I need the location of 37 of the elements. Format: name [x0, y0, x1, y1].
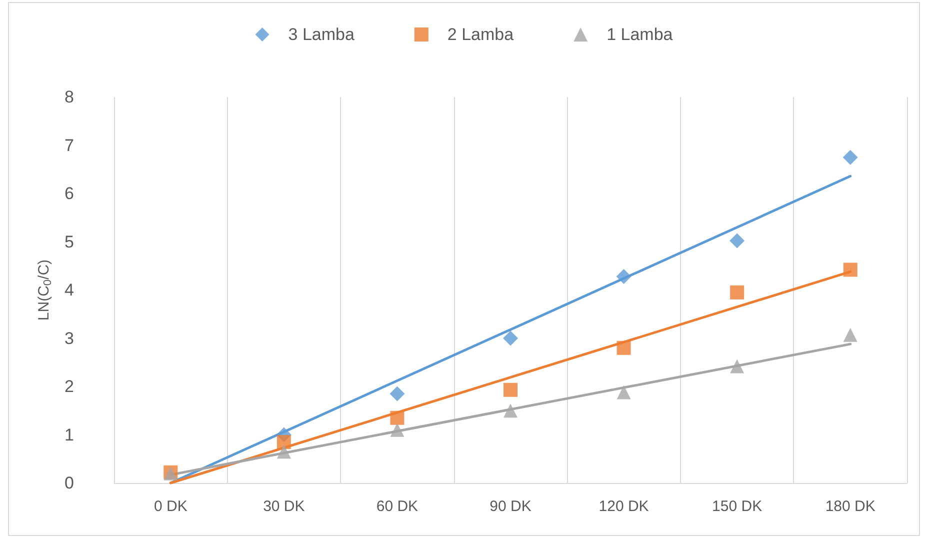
x-tick-label: 90 DK [490, 498, 532, 515]
point [843, 328, 858, 342]
x-tick-label: 180 DK [825, 498, 876, 515]
point [390, 410, 404, 425]
point [730, 359, 744, 374]
y-tick-label: 2 [64, 377, 74, 396]
y-tick-label: 5 [64, 232, 74, 252]
y-tick-label: 8 [64, 88, 74, 106]
y-tick-label: 3 [64, 328, 74, 348]
legend-label: 2 Lamba [447, 25, 514, 44]
point [730, 285, 744, 300]
x-tick-label: 120 DK [598, 498, 649, 515]
point [616, 385, 631, 400]
point [504, 404, 518, 418]
point [616, 340, 631, 355]
x-tick-label: 30 DK [263, 498, 305, 515]
point [504, 382, 518, 397]
point [503, 330, 518, 346]
y-axis-title: LN(C0/C) [36, 259, 54, 321]
x-tick-label: 0 DK [154, 498, 188, 515]
legend-label: 3 Lamba [288, 25, 355, 44]
y-tick-label: 6 [64, 184, 74, 203]
x-tick-label: 150 DK [712, 498, 762, 515]
point [616, 268, 632, 284]
point [276, 444, 291, 459]
legend-label: 1 Lamba [606, 25, 674, 44]
point [843, 262, 858, 277]
point [390, 422, 404, 437]
x-tick-label: 60 DK [376, 498, 418, 515]
point [842, 150, 858, 165]
y-tick-label: 1 [64, 425, 74, 444]
y-tick-label: 7 [64, 136, 74, 155]
y-tick-label: 4 [64, 280, 74, 300]
point [390, 386, 405, 402]
point [276, 434, 291, 449]
y-tick-label: 0 [64, 474, 74, 492]
point [730, 233, 745, 248]
